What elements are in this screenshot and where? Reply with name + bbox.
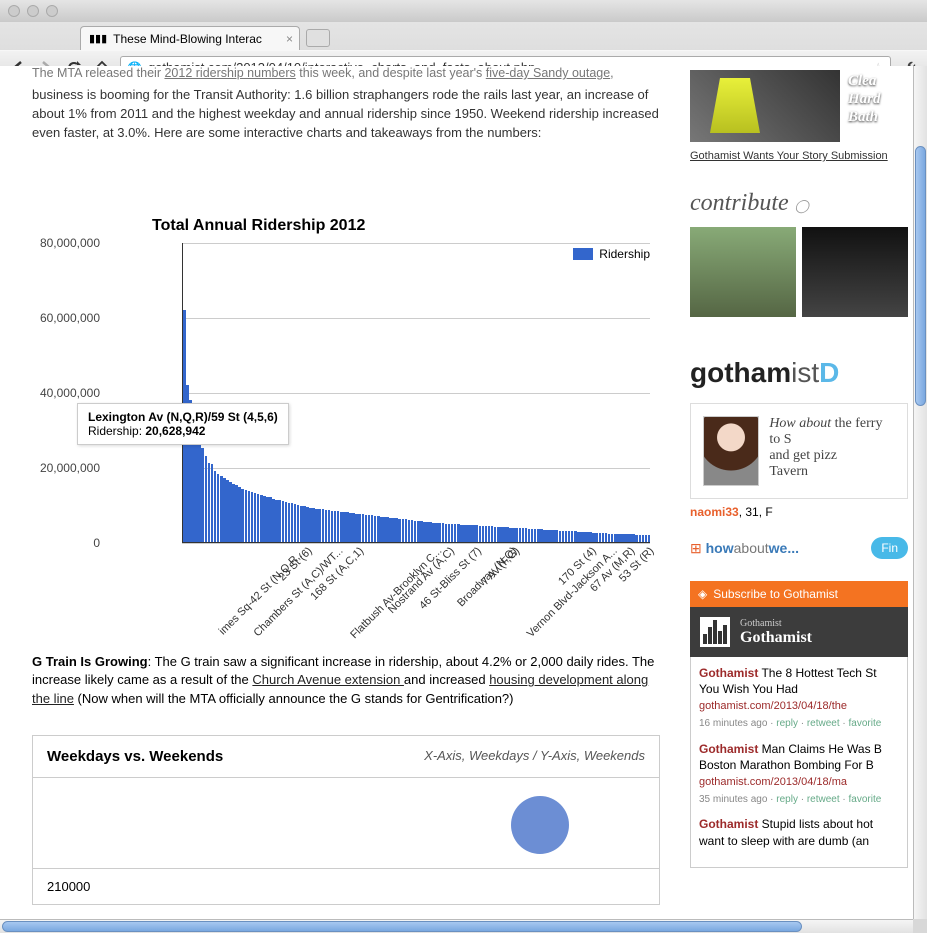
x-axis-label: Vernon Blvd-Jackson A... xyxy=(525,545,620,640)
feed-item[interactable]: Gothamist Stupid lists about hotwant to … xyxy=(699,816,899,848)
haw-mid: about xyxy=(734,540,769,556)
twitter-feed: Gothamist The 8 Hottest Tech StYou Wish … xyxy=(690,657,908,868)
gothamist-box-text: Gothamist Gothamist xyxy=(740,618,812,647)
bar[interactable] xyxy=(648,535,651,542)
profile-text: How about the ferry to S and get pizz Ta… xyxy=(769,416,895,486)
arrow-icon: ◯ xyxy=(795,198,810,213)
plot-area[interactable] xyxy=(182,243,650,543)
intro-cutoff-line: The MTA released their 2012 ridership nu… xyxy=(32,66,680,80)
box-big: Gothamist xyxy=(740,629,812,647)
contribute-section: contribute ◯ xyxy=(690,190,908,317)
sidebar: Clea Hard Bath Gothamist Wants Your Stor… xyxy=(680,66,910,919)
contribute-heading: contribute ◯ xyxy=(690,190,908,217)
page-viewport: The MTA released their 2012 ridership nu… xyxy=(0,66,913,919)
y-tick-label: 20,000,000 xyxy=(15,461,100,475)
tooltip-station: Lexington Av (N,Q,R)/59 St (4,5,6) xyxy=(88,410,278,424)
y-tick-label: 60,000,000 xyxy=(15,311,100,325)
profile-meta: naomi33, 31, F xyxy=(690,505,908,519)
deals-logo-ist: ist xyxy=(791,357,819,388)
window-titlebar xyxy=(0,0,927,22)
contribute-image-2[interactable] xyxy=(802,227,908,317)
chart2-body[interactable] xyxy=(33,778,659,868)
browser-tab[interactable]: ▮▮▮ These Mind-Blowing Interac × xyxy=(80,26,300,50)
new-tab-button[interactable] xyxy=(306,29,330,47)
chart2-header: Weekdays vs. Weekends X-Axis, Weekdays /… xyxy=(33,736,659,778)
story-submission-link[interactable]: Gothamist Wants Your Story Submission xyxy=(690,150,908,162)
promo-image xyxy=(690,70,840,142)
gothamist-box[interactable]: Gothamist Gothamist xyxy=(690,607,908,657)
subscribe-label: Subscribe to Gothamist xyxy=(713,587,838,601)
find-button[interactable]: Fin xyxy=(871,537,908,559)
avatar xyxy=(703,416,759,486)
haw-pre: how xyxy=(706,540,734,556)
page-content: The MTA released their 2012 ridership nu… xyxy=(0,66,913,919)
x-axis-labels: imes Sq-42 St (N,Q,R,...Chambers St (A,C… xyxy=(182,545,650,625)
sandy-outage-link[interactable]: five-day Sandy outage xyxy=(486,66,610,80)
article-intro: business is booming for the Transit Auth… xyxy=(32,80,680,157)
profile-age: , 31, F xyxy=(739,505,773,519)
feed-item[interactable]: Gothamist The 8 Hottest Tech StYou Wish … xyxy=(699,665,899,731)
subscribe-button[interactable]: ◈ Subscribe to Gothamist xyxy=(690,581,908,607)
tooltip-label: Ridership: xyxy=(88,424,145,438)
traffic-lights xyxy=(8,5,58,17)
gothamist-logo-icon xyxy=(700,617,730,647)
g-train-heading: G Train Is Growing xyxy=(32,654,148,669)
deals-logo-goth: gotham xyxy=(690,357,791,388)
horizontal-scrollbar[interactable] xyxy=(0,919,913,933)
weekday-weekend-chart: Weekdays vs. Weekends X-Axis, Weekdays /… xyxy=(32,735,660,905)
g-train-paragraph: G Train Is Growing: The G train saw a si… xyxy=(32,653,680,710)
chart-tooltip: Lexington Av (N,Q,R)/59 St (4,5,6) Rider… xyxy=(77,403,289,445)
vertical-scroll-thumb[interactable] xyxy=(915,146,926,406)
main-column: The MTA released their 2012 ridership nu… xyxy=(0,66,680,919)
chart2-row1: 210000 xyxy=(33,868,659,904)
contribute-image-1[interactable] xyxy=(690,227,796,317)
x-axis-label: 7 Av (F,G) xyxy=(479,545,522,588)
deals-logo-d: D xyxy=(819,357,839,388)
y-tick-label: 0 xyxy=(15,536,100,550)
safety-vest-graphic xyxy=(710,78,760,133)
close-tab-icon[interactable]: × xyxy=(286,32,293,46)
box-small: Gothamist xyxy=(740,618,812,629)
vertical-scrollbar[interactable] xyxy=(913,66,927,919)
g-train-text2: and increased xyxy=(404,672,489,687)
feed-item[interactable]: Gothamist Man Claims He Was BBoston Mara… xyxy=(699,741,899,807)
deals-logo[interactable]: gothamistD xyxy=(690,357,908,389)
g-train-text3: (Now when will the MTA officially announ… xyxy=(74,691,514,706)
favicon-icon: ▮▮▮ xyxy=(89,32,107,45)
minimize-window-button[interactable] xyxy=(27,5,39,17)
church-ave-link[interactable]: Church Avenue extension xyxy=(252,672,404,687)
close-window-button[interactable] xyxy=(8,5,20,17)
y-tick-label: 80,000,000 xyxy=(15,236,100,250)
haw-post: we... xyxy=(769,540,799,556)
profile-howabout: How about xyxy=(769,416,834,431)
chart2-title: Weekdays vs. Weekends xyxy=(47,748,223,765)
howaboutwe-bar: ⊞ howaboutwe... Fin xyxy=(690,537,908,559)
gridline xyxy=(182,543,650,544)
contribute-heading-text: contribute xyxy=(690,190,789,216)
horizontal-scroll-thumb[interactable] xyxy=(2,921,802,932)
tooltip-value: 20,628,942 xyxy=(145,424,205,438)
scroll-corner xyxy=(913,919,927,933)
rss-icon: ◈ xyxy=(698,587,707,601)
profile-name[interactable]: naomi33 xyxy=(690,505,739,519)
sidebar-top-promo[interactable]: Clea Hard Bath xyxy=(690,70,908,142)
chart2-axis-label: X-Axis, Weekdays / Y-Axis, Weekends xyxy=(424,748,645,765)
chart-area: 020,000,00040,000,00060,000,00080,000,00… xyxy=(92,243,680,553)
bars-container xyxy=(183,243,650,542)
tab-title: These Mind-Blowing Interac xyxy=(113,32,262,46)
y-tick-label: 40,000,000 xyxy=(15,386,100,400)
chart-title: Total Annual Ridership 2012 xyxy=(152,217,680,235)
contribute-images xyxy=(690,227,908,317)
howaboutwe-card[interactable]: How about the ferry to S and get pizz Ta… xyxy=(690,403,908,499)
chart2-bubble[interactable] xyxy=(511,796,569,854)
ridership-chart: Total Annual Ridership 2012 Ridership 02… xyxy=(32,217,680,553)
zoom-window-button[interactable] xyxy=(46,5,58,17)
promo-caption: Clea Hard Bath xyxy=(846,70,883,142)
ridership-numbers-link[interactable]: 2012 ridership numbers xyxy=(164,66,295,80)
tab-bar: ▮▮▮ These Mind-Blowing Interac × xyxy=(0,22,927,50)
howaboutwe-logo[interactable]: ⊞ howaboutwe... xyxy=(690,540,799,557)
